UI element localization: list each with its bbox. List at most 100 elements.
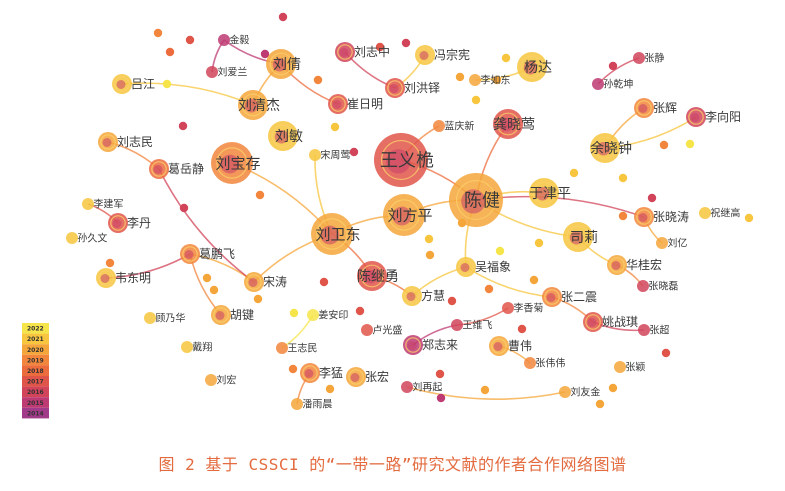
satellite-node [608, 383, 618, 393]
legend-year: 2016 [27, 389, 44, 396]
node-label: 余晓钟 [590, 140, 632, 157]
node-label: 张辉 [653, 101, 677, 115]
node-circle [524, 357, 536, 369]
satellite-node [401, 38, 411, 48]
node-geyuejing: 葛岳静 [149, 159, 204, 179]
node-label: 刘友金 [570, 386, 600, 399]
node-ring [216, 147, 248, 179]
node-lanqingxin: 蓝庆新 [433, 120, 474, 133]
node-label: 曹伟 [508, 339, 532, 353]
satellite-node [255, 190, 265, 200]
node-zhanghui: 张辉 [634, 98, 677, 118]
node-ring [114, 76, 130, 92]
node-ring [213, 307, 229, 323]
node-circle [469, 74, 481, 86]
legend-year: 2022 [27, 326, 44, 333]
satellite-node [529, 275, 539, 285]
edge-liuzaiqi-liuyoujin [406, 386, 566, 400]
legend-swatch [22, 397, 49, 408]
node-circle [309, 149, 321, 161]
node-caowei: 曹伟 [489, 336, 532, 356]
node-label: 张颖 [625, 361, 645, 374]
node-ring [316, 218, 348, 250]
node-lixiangyang: 李向阳 [686, 107, 741, 127]
node-label: 刘卫东 [316, 225, 361, 243]
node-label: 潘雨晨 [302, 399, 332, 411]
satellite-node [480, 385, 490, 395]
node-label: 刘再起 [412, 382, 442, 394]
node-label: 吴福象 [475, 259, 511, 274]
node-label: 张宏 [365, 369, 389, 384]
node-label: 陈健 [464, 190, 500, 211]
legend-year: 2014 [27, 410, 44, 417]
node-core [587, 318, 597, 327]
node-circle [361, 324, 373, 336]
node-label: 刘洪铎 [404, 81, 440, 95]
legend-swatch [22, 376, 49, 387]
node-wangyihao: 王义桅 [374, 133, 434, 187]
edge-liuqingjie-lvjiang [121, 82, 254, 106]
node-label: 杨达 [524, 60, 552, 76]
satellite-node [165, 47, 175, 57]
node-circle [66, 232, 78, 244]
satellite-node [501, 53, 511, 63]
node-label: 葛岳静 [168, 162, 204, 176]
node-sili: 司莉 [563, 222, 598, 252]
node-circle [276, 342, 288, 354]
node-ring [544, 289, 560, 305]
node-core [332, 100, 342, 109]
node-ring [182, 246, 198, 262]
node-label: 韦东明 [115, 271, 151, 285]
figure-caption: 图 2 基于 CSSCI 的“一带一路”研究文献的作者合作网络图谱 [158, 455, 627, 474]
node-ring [388, 199, 420, 231]
node-lirudong: 李如东 [469, 74, 510, 87]
node-ring [151, 161, 167, 177]
node-label: 方慧 [421, 288, 445, 303]
node-yuxiaozhong: 余晓钟 [590, 133, 632, 163]
node-core [392, 206, 412, 226]
node-label: 孙乾坤 [603, 78, 633, 91]
node-fenzongxian: 冯宗宪 [415, 45, 470, 65]
node-zhujigao: 祝继高 [699, 207, 740, 220]
node-ring [609, 257, 625, 273]
node-wangweifei: 王维飞 [451, 319, 492, 332]
node-songtao: 宋涛 [244, 272, 287, 292]
node-daixiang: 戴翔 [181, 341, 212, 354]
node-zhangerzhen: 张二震 [542, 287, 597, 307]
legend-swatch [22, 365, 49, 376]
satellite-node [278, 12, 288, 22]
node-core [184, 250, 194, 259]
node-label: 刘亿 [667, 237, 687, 250]
satellite-node [484, 284, 494, 294]
node-core [363, 270, 378, 284]
node-liuhongduo: 刘洪铎 [385, 78, 440, 98]
node-label: 李向阳 [705, 109, 741, 124]
satellite-node [253, 294, 263, 304]
node-core [339, 48, 349, 57]
satellite-node [744, 213, 754, 223]
node-circle [638, 324, 650, 336]
node-liuqian: 刘倩 [266, 49, 301, 79]
node-core [116, 80, 126, 89]
node-liuzhizhong: 刘志中 [335, 42, 390, 62]
node-core [638, 104, 648, 113]
node-label: 张晓涛 [653, 209, 689, 224]
node-core [100, 274, 110, 283]
satellite-node [534, 238, 544, 248]
node-label: 刘宝存 [216, 154, 261, 172]
node-core [523, 61, 538, 75]
node-ring [404, 288, 420, 304]
node-huaguihong: 华桂宏 [607, 255, 662, 275]
node-lidan: 李丹 [108, 213, 151, 233]
node-zhangxiaolei: 张晓磊 [637, 280, 678, 293]
satellite-node [471, 95, 481, 105]
node-ring [360, 264, 384, 288]
node-hujian: 胡键 [211, 305, 254, 325]
node-core [112, 219, 122, 228]
satellite-node [455, 72, 465, 82]
node-ring [532, 181, 556, 205]
legend-year: 2015 [27, 400, 44, 407]
edge-songtao-geyuejing [158, 168, 255, 283]
